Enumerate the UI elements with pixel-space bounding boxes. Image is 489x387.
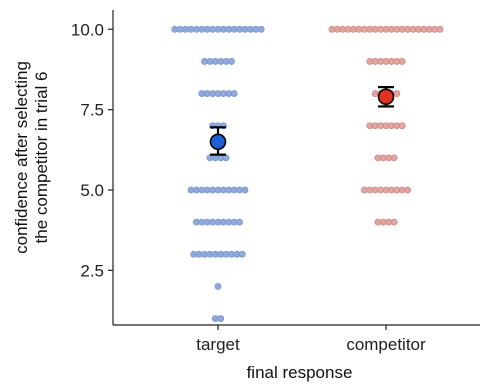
y-tick-label: 10.0 [71, 20, 104, 39]
data-point [398, 122, 406, 130]
x-axis-title: final response [247, 363, 353, 382]
data-point [257, 25, 265, 33]
y-axis-title-line2: the competitor in trial 6 [32, 72, 51, 244]
summary-layer [209, 86, 395, 156]
data-point [217, 315, 225, 322]
y-ticks: 2.5 5.0 7.5 10.0 [71, 20, 113, 280]
y-tick-label: 7.5 [80, 101, 104, 120]
data-point [238, 250, 246, 258]
y-axis-title: confidence after selecting the competito… [12, 61, 51, 254]
data-point [393, 90, 401, 97]
data-point [241, 186, 249, 194]
data-point [390, 218, 398, 226]
data-point [390, 154, 398, 162]
data-point [436, 25, 444, 33]
data-point [230, 90, 238, 97]
data-point [398, 58, 406, 65]
data-point [214, 283, 222, 290]
data-point [236, 218, 243, 226]
y-tick-label: 2.5 [80, 261, 104, 280]
x-ticks: target competitor [196, 325, 426, 354]
data-point [222, 154, 230, 162]
mean-marker [209, 133, 227, 151]
x-tick-label: competitor [346, 335, 426, 354]
y-axis-title-line1: confidence after selecting [12, 61, 31, 254]
x-tick-label: target [196, 335, 240, 354]
data-point [228, 58, 235, 65]
mean-marker [377, 88, 395, 106]
y-tick-label: 5.0 [80, 181, 104, 200]
data-point [404, 186, 411, 194]
points-layer [171, 25, 444, 322]
